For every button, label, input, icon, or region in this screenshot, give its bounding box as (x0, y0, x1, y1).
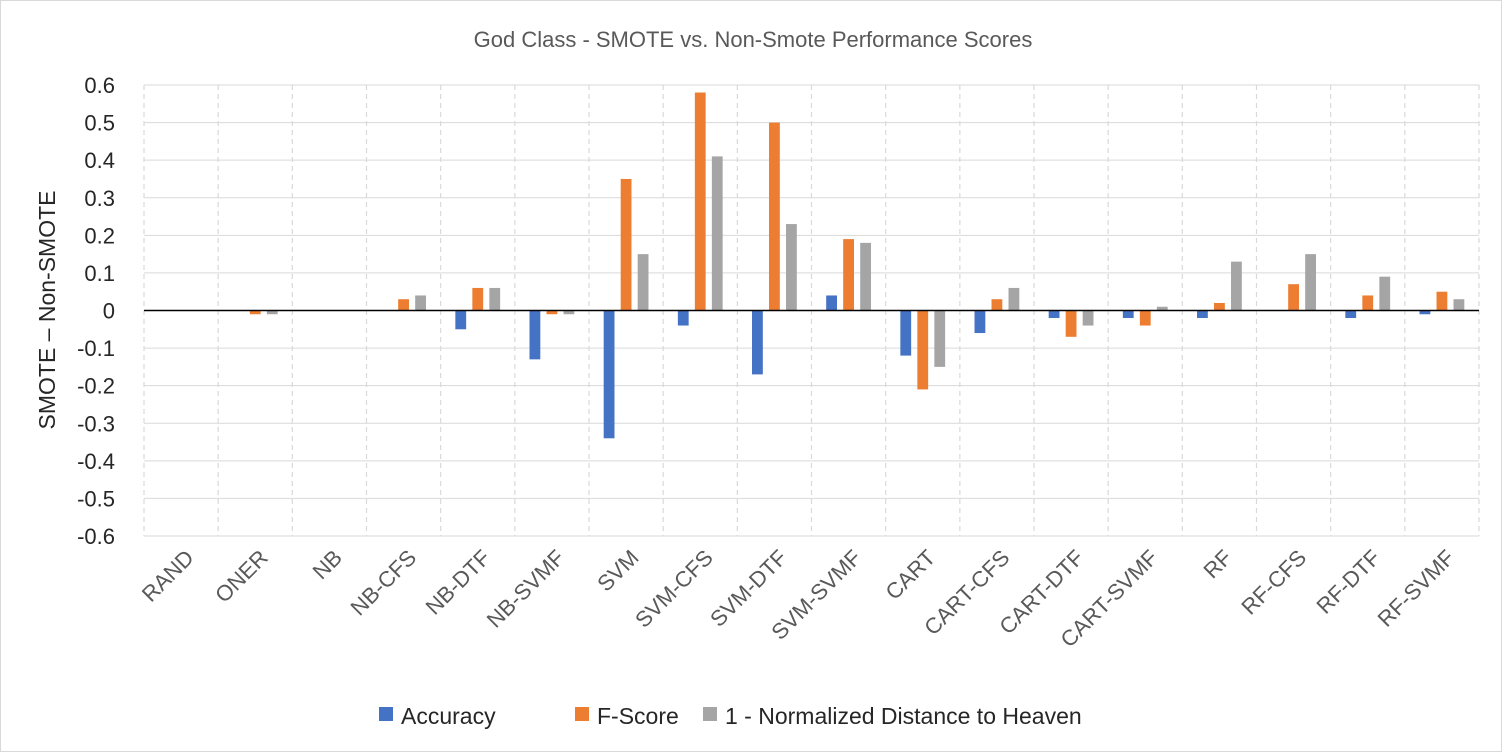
legend: Accuracy F-Score 1 - Normalized Distance t… (379, 703, 1082, 729)
bar-accuracy-svm-svmf (826, 295, 837, 311)
bar-1-normalized-distance-to-heaven-cart-svmf (1156, 306, 1168, 311)
legend-swatch (703, 707, 717, 721)
y-axis-label: SMOTE – Non-SMOTE (34, 191, 60, 430)
bar-1-normalized-distance-to-heaven-svm (637, 254, 649, 311)
y-tick-label: 0.1 (84, 261, 115, 286)
bar-1-normalized-distance-to-heaven-cart (934, 310, 946, 367)
bar-f-score-cart-dtf (1065, 310, 1077, 337)
x-tick-label: NB-SVMF (482, 545, 570, 633)
bar-accuracy-nb-svmf (529, 310, 541, 360)
bars-layer (249, 92, 1465, 439)
y-tick-label: -0.3 (77, 411, 115, 436)
bar-1-normalized-distance-to-heaven-nb-cfs (415, 295, 426, 311)
y-tick-label: -0.1 (77, 336, 115, 361)
y-tick-label: -0.6 (77, 524, 115, 549)
bar-f-score-rf-cfs (1288, 284, 1299, 311)
bar-accuracy-svm-dtf (752, 310, 763, 375)
legend-swatch (575, 707, 589, 721)
x-tick-label: RF-CFS (1236, 545, 1311, 620)
x-tick-label: RF (1199, 545, 1237, 583)
legend-label: 1 - Normalized Distance to Heaven (725, 703, 1082, 729)
bar-accuracy-svm (603, 310, 615, 439)
bar-accuracy-cart (900, 310, 912, 356)
bar-accuracy-nb-dtf (455, 310, 467, 330)
bar-1-normalized-distance-to-heaven-nb-dtf (489, 287, 501, 311)
bar-1-normalized-distance-to-heaven-cart-cfs (1008, 287, 1020, 311)
x-tick-label: SVM (592, 545, 643, 596)
bar-1-normalized-distance-to-heaven-nb-svmf (563, 310, 575, 315)
bar-1-normalized-distance-to-heaven-rf-svmf (1453, 299, 1465, 311)
bar-accuracy-cart-svmf (1122, 310, 1134, 319)
legend-swatch (379, 707, 393, 721)
x-tick-label: NB-DTF (421, 545, 496, 620)
bar-accuracy-svm-cfs (677, 310, 689, 326)
bar-f-score-svm-cfs (694, 92, 706, 311)
bar-f-score-cart-cfs (991, 299, 1003, 311)
y-tick-label: -0.5 (77, 486, 115, 511)
y-tick-label: -0.2 (77, 374, 115, 399)
bar-f-score-rf-dtf (1362, 295, 1374, 311)
x-tick-label: RAND (137, 545, 199, 607)
y-tick-label: 0.6 (84, 73, 115, 98)
y-tick-label: -0.4 (77, 449, 115, 474)
bar-f-score-nb-dtf (472, 287, 484, 311)
x-tick-label: ONER (210, 545, 273, 608)
y-tick-label: 0.5 (84, 111, 115, 136)
bar-accuracy-cart-dtf (1048, 310, 1060, 319)
bar-accuracy-cart-cfs (974, 310, 986, 334)
bar-f-score-cart (917, 310, 929, 390)
bar-f-score-svm-dtf (769, 122, 780, 311)
bar-f-score-svm-svmf (843, 239, 854, 311)
x-tick-label: SVM-CFS (630, 545, 718, 633)
bar-f-score-cart-svmf (1139, 310, 1151, 326)
x-tick-label: NB-CFS (346, 545, 422, 621)
x-tick-label: RF-SVMF (1373, 545, 1460, 632)
y-tick-label: 0 (103, 299, 115, 324)
bar-accuracy-rf-dtf (1345, 310, 1357, 319)
bar-1-normalized-distance-to-heaven-cart-dtf (1082, 310, 1094, 326)
x-tick-label: NB (308, 545, 347, 584)
bar-1-normalized-distance-to-heaven-svm-cfs (711, 156, 723, 311)
bar-f-score-rf (1214, 302, 1225, 311)
bar-1-normalized-distance-to-heaven-svm-svmf (860, 242, 871, 311)
bar-f-score-rf-svmf (1436, 291, 1448, 311)
y-tick-label: 0.3 (84, 186, 115, 211)
chart-title: God Class - SMOTE vs. Non-Smote Performa… (474, 27, 1033, 52)
bar-f-score-oner (249, 310, 261, 315)
legend-label: F-Score (597, 703, 679, 729)
bar-1-normalized-distance-to-heaven-oner (266, 310, 278, 315)
bar-accuracy-rf (1197, 310, 1208, 319)
bar-f-score-svm (620, 178, 632, 311)
y-tick-label: 0.4 (84, 148, 115, 173)
ticks-layer: 0.6 0.5 0.4 0.3 0.2 0.1 0 -0.1 -0.2 -0.3 -0.4 -0.5 -… (77, 73, 115, 549)
bar-accuracy-rf-svmf (1419, 310, 1431, 315)
bar-f-score-nb-cfs (398, 299, 409, 311)
bar-1-normalized-distance-to-heaven-svm-dtf (786, 224, 797, 311)
x-tick-label: CART (881, 545, 941, 605)
bar-1-normalized-distance-to-heaven-rf-dtf (1379, 276, 1391, 311)
y-tick-label: 0.2 (84, 223, 115, 248)
x-tick-label: RF-DTF (1311, 545, 1385, 619)
bar-f-score-nb-svmf (546, 310, 558, 315)
bar-1-normalized-distance-to-heaven-rf (1231, 261, 1242, 311)
legend-label: Accuracy (401, 703, 496, 729)
bar-1-normalized-distance-to-heaven-rf-cfs (1305, 254, 1316, 311)
